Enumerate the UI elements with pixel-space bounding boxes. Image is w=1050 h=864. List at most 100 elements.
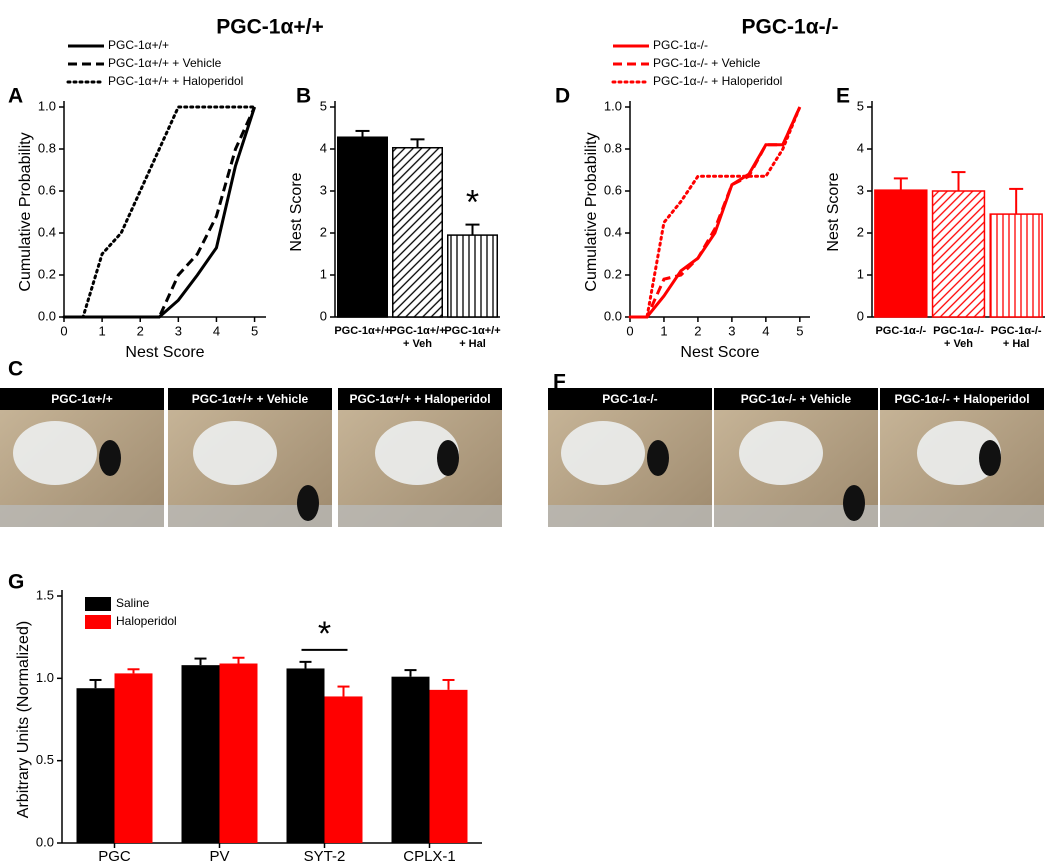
x-tick-label: CPLX-1 <box>403 848 456 864</box>
text-line: + Veh <box>944 338 973 350</box>
y-tick-label: 1.0 <box>604 98 622 113</box>
text-line: PGC-1α-/- <box>991 325 1042 337</box>
x-tick-label: PGC-1α-/- <box>875 325 926 337</box>
bar <box>429 689 468 843</box>
bar <box>874 189 928 318</box>
x-tick-label: 1 <box>98 323 105 338</box>
panel-letter: C <box>8 358 23 381</box>
panel-letter: D <box>555 85 570 108</box>
x-tick-label: 5 <box>796 323 803 338</box>
x-axis-label: Nest Score <box>125 344 204 361</box>
caption-bar <box>338 388 502 410</box>
panel-letter: G <box>8 571 24 594</box>
y-tick-label: 2 <box>857 224 864 239</box>
y-tick-label: 0.8 <box>38 140 56 155</box>
caption-bar <box>880 388 1044 410</box>
y-tick-label: 3 <box>320 182 327 197</box>
panel-letter: B <box>296 85 311 108</box>
mouse <box>437 440 459 476</box>
legend-label: Saline <box>116 596 150 610</box>
error-bar <box>232 656 245 664</box>
nest <box>739 421 823 485</box>
legend-label: PGC-1α-/- <box>653 38 708 52</box>
mouse <box>979 440 1001 476</box>
error-bar <box>404 669 417 677</box>
y-tick-label: 0.6 <box>604 182 622 197</box>
photo-caption: PGC-1α-/- + Vehicle <box>741 392 852 406</box>
error-bar <box>1009 187 1024 215</box>
text-line: + Hal <box>459 338 486 350</box>
x-tick-label: SYT-2 <box>304 848 346 864</box>
caption-bar <box>168 388 332 410</box>
bar <box>391 676 430 843</box>
x-tick-label: PGC <box>98 848 131 864</box>
y-tick-label: 1.0 <box>38 98 56 113</box>
bar <box>989 213 1043 318</box>
text-line: PGC-1α+/+ <box>389 325 445 337</box>
photo-wall <box>714 505 878 527</box>
x-tick-label: PGC-1α+/+ <box>334 325 390 337</box>
header: PGC-1α+/+ <box>216 16 323 39</box>
photo-wall <box>880 505 1044 527</box>
x-tick-label: PGC-1α+/+ + Hal <box>444 325 500 350</box>
x-tick-label: PGC-1α-/-+ Hal <box>991 325 1042 350</box>
x-tick-label: 3 <box>728 323 735 338</box>
x-tick-label: 0 <box>60 323 67 338</box>
legend-label: PGC-1α-/- + Haloperidol <box>653 74 782 88</box>
x-tick-label: 2 <box>694 323 701 338</box>
significance-mark: * <box>318 615 331 653</box>
y-tick-label: 0.4 <box>604 224 622 239</box>
bar <box>76 688 115 843</box>
legend-label: PGC-1α+/+ + Haloperidol <box>108 74 243 88</box>
y-tick-label: 0.4 <box>38 224 56 239</box>
panel-letter: E <box>836 85 850 108</box>
y-tick-label: 0.2 <box>38 266 56 281</box>
photo-wall <box>0 505 164 527</box>
series-line <box>630 106 802 319</box>
y-axis-label: Cumulative Probability <box>17 132 34 291</box>
error-bar <box>951 171 966 191</box>
x-tick-label: PGC-1α+/+ + Veh <box>389 325 445 350</box>
text-line: PGC-1α+/+ <box>444 325 500 337</box>
y-axis-label: Nest Score <box>825 172 842 251</box>
text-line: + Hal <box>1003 338 1030 350</box>
y-axis-label: Cumulative Probability <box>583 132 600 291</box>
text-line: + Veh <box>403 338 432 350</box>
series-line <box>64 106 256 319</box>
y-tick-label: 0.0 <box>38 308 56 323</box>
x-tick-label: 2 <box>137 323 144 338</box>
x-tick-label: PGC-1α-/-+ Veh <box>933 325 984 350</box>
x-axis-label: Nest Score <box>680 344 759 361</box>
photo-wall <box>548 505 712 527</box>
bar <box>337 136 388 318</box>
panel-letter: A <box>8 85 23 108</box>
photo-caption: PGC-1α-/- <box>602 392 657 406</box>
y-tick-label: 0.2 <box>604 266 622 281</box>
mouse <box>843 485 865 521</box>
photo-caption: PGC-1α+/+ <box>51 392 112 406</box>
bar <box>324 696 363 843</box>
y-tick-label: 0.0 <box>36 834 54 849</box>
series-line <box>64 106 256 319</box>
mouse <box>647 440 669 476</box>
series-line <box>630 106 802 319</box>
nest <box>917 421 1001 485</box>
mouse <box>297 485 319 521</box>
nest <box>375 421 459 485</box>
mouse <box>99 440 121 476</box>
legend-label: PGC-1α+/+ + Vehicle <box>108 56 222 70</box>
x-tick-label: 4 <box>213 323 220 338</box>
legend-label: PGC-1α+/+ <box>108 38 169 52</box>
x-tick-label: 1 <box>660 323 667 338</box>
error-bar <box>89 678 102 689</box>
error-bar <box>410 138 425 148</box>
significance-mark: * <box>466 184 479 222</box>
nest <box>13 421 97 485</box>
legend-swatch <box>85 597 111 611</box>
y-tick-label: 0 <box>320 308 327 323</box>
nest <box>561 421 645 485</box>
error-bar <box>893 177 908 191</box>
bar <box>219 663 258 843</box>
bar <box>114 673 153 843</box>
bar <box>931 190 986 318</box>
